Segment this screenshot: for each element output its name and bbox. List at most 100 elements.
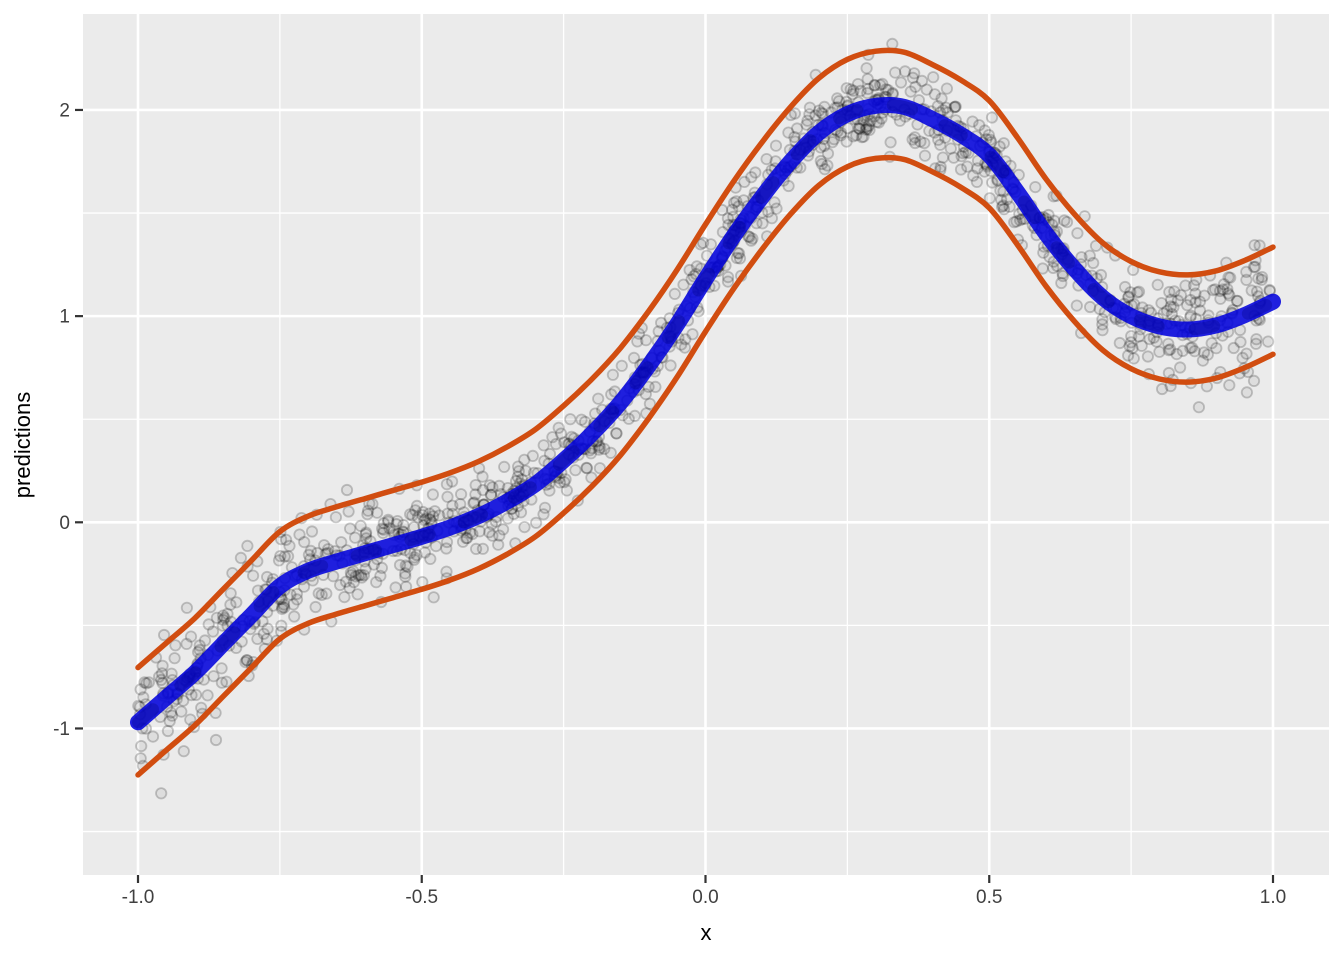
scatter-point: [134, 752, 147, 765]
scatter-point: [354, 568, 367, 582]
scatter-point: [732, 247, 746, 260]
scatter-point: [853, 119, 866, 132]
scatter-point: [967, 169, 980, 182]
scatter-point: [876, 77, 889, 91]
scatter-point: [215, 676, 228, 689]
scatter-point: [861, 87, 874, 100]
scatter-point: [745, 234, 758, 247]
scatter-point: [290, 587, 303, 601]
scatter-point: [180, 601, 193, 614]
scatter-point: [816, 107, 829, 120]
scatter-point: [868, 79, 881, 92]
scatter-point: [815, 106, 828, 119]
scatter-point: [575, 413, 588, 426]
scatter-point: [868, 78, 881, 92]
scatter-point: [440, 535, 454, 549]
scatter-point: [936, 104, 950, 117]
scatter-point: [821, 147, 835, 160]
scatter-point: [995, 200, 1009, 213]
scatter-point: [359, 562, 372, 576]
scatter-point: [297, 580, 311, 593]
scatter-point: [483, 526, 496, 539]
scatter-point: [175, 705, 188, 718]
y-axis-title-wrap: predictions: [8, 0, 38, 889]
scatter-point: [210, 611, 223, 624]
scatter-point: [846, 88, 859, 101]
scatter-point: [915, 74, 929, 88]
scatter-point: [156, 659, 169, 672]
scatter-point: [1153, 345, 1166, 358]
scatter-point: [932, 133, 945, 146]
scatter-point: [1234, 335, 1247, 349]
scatter-point: [518, 453, 531, 466]
scatter-point: [1245, 284, 1258, 297]
scatter-point: [293, 528, 306, 541]
scatter-point: [1056, 267, 1069, 280]
scatter-point: [592, 439, 606, 452]
scatter-point: [1174, 289, 1188, 302]
scatter-point: [537, 508, 550, 521]
scatter-point: [1262, 335, 1275, 348]
scatter-point: [954, 163, 968, 176]
scatter-point: [788, 107, 802, 120]
scatter-point: [427, 591, 440, 604]
scatter-point: [995, 193, 1008, 206]
scatter-point: [686, 328, 699, 341]
scatter-point: [399, 570, 412, 583]
scatter-point: [354, 519, 367, 533]
scatter-point: [906, 133, 919, 146]
scatter-point: [889, 66, 902, 79]
scatter-point: [383, 522, 396, 535]
scatter-point: [1013, 214, 1027, 227]
scatter-point: [553, 476, 567, 489]
scatter-point: [664, 359, 677, 372]
scatter-point: [317, 539, 331, 552]
scatter-point: [279, 533, 293, 546]
scatter-point: [335, 536, 348, 549]
scatter-point: [1240, 386, 1254, 399]
scatter-point: [1058, 214, 1071, 227]
scatter-point: [677, 278, 690, 291]
scatter-point: [501, 512, 514, 525]
scatter-point: [1162, 344, 1175, 357]
scatter-point: [840, 135, 853, 148]
scatter-point: [409, 504, 422, 517]
scatter-point: [195, 701, 208, 714]
scatter-point: [558, 436, 571, 449]
scatter-point: [207, 670, 220, 683]
scatter-point: [1227, 341, 1240, 355]
scatter-point: [769, 139, 783, 152]
scatter-point: [164, 706, 177, 719]
scatter-point: [340, 483, 354, 497]
scatter-point: [985, 111, 999, 124]
scatter-point: [1252, 272, 1265, 285]
scatter-point: [1150, 335, 1163, 348]
scatter-point: [765, 212, 779, 225]
scatter-point: [906, 71, 920, 84]
scatter-point: [940, 82, 954, 95]
scatter-point: [344, 566, 357, 579]
scatter-point: [994, 184, 1007, 197]
scatter-point: [543, 447, 557, 461]
scatter-point: [469, 488, 482, 501]
scatter-point: [1123, 340, 1136, 353]
scatter-point: [558, 476, 571, 489]
scatter-point: [377, 523, 390, 536]
scatter-point: [158, 628, 171, 642]
scatter-point: [745, 171, 758, 184]
scatter-point: [496, 523, 510, 536]
scatter-point: [782, 179, 795, 193]
scatter-point: [908, 67, 921, 80]
scatter-point: [140, 677, 153, 690]
scatter-point: [803, 108, 816, 121]
scatter-point: [971, 162, 984, 175]
scatter-point: [511, 470, 524, 483]
scatter-point: [986, 176, 999, 189]
scatter-point: [446, 499, 459, 512]
scatter-point: [165, 709, 179, 722]
scatter-point: [1036, 262, 1049, 275]
scatter-point: [512, 465, 525, 478]
scatter-point: [1143, 332, 1156, 346]
scatter-point: [218, 611, 231, 625]
scatter-point: [352, 569, 365, 582]
